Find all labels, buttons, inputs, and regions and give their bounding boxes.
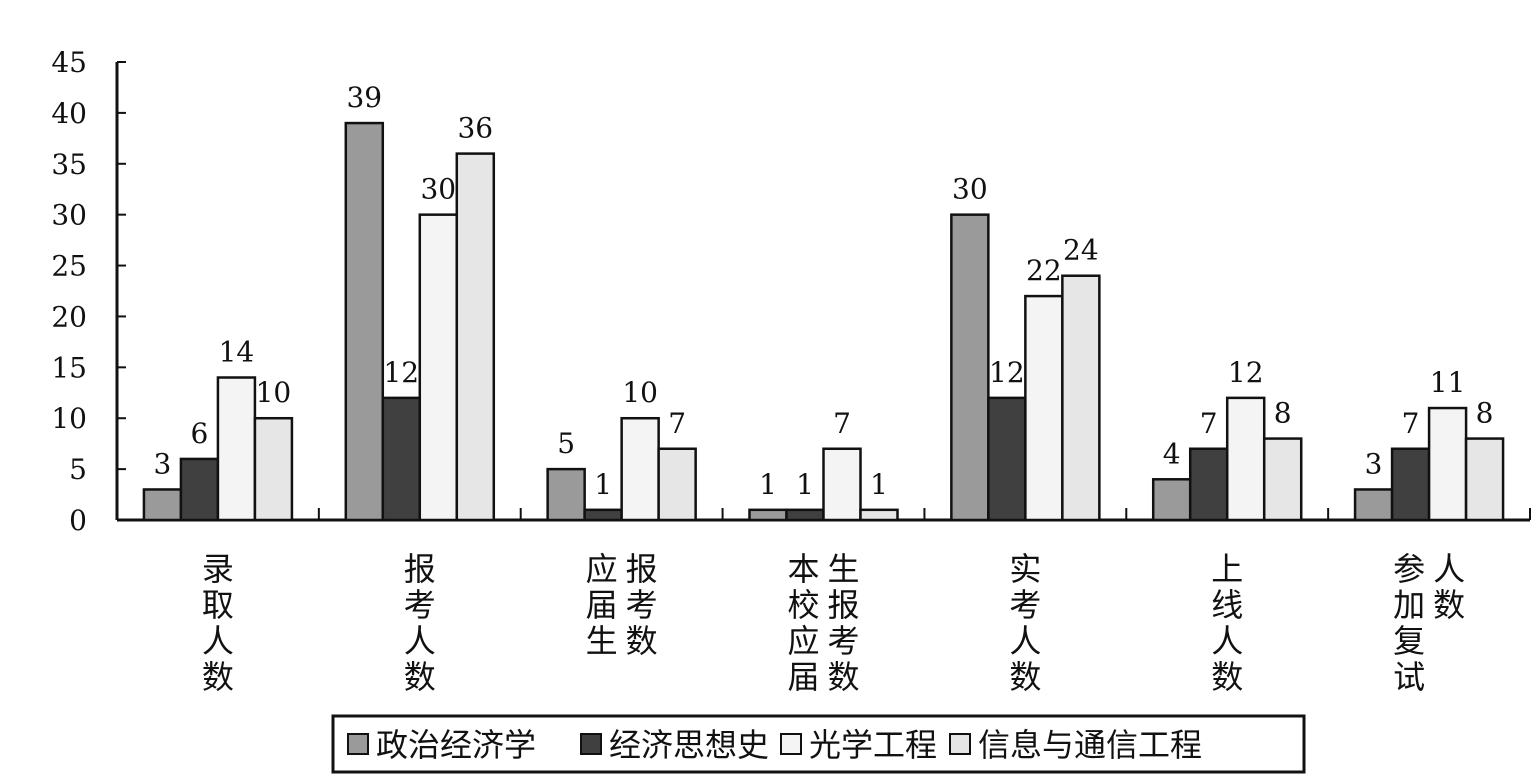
legend-label: 光学工程 bbox=[809, 726, 937, 764]
data-label: 14 bbox=[219, 336, 255, 369]
bar bbox=[253, 416, 294, 522]
category-label-text: 参加复试 bbox=[1393, 550, 1425, 696]
bar bbox=[418, 213, 459, 522]
category-label-text: 人数 bbox=[1433, 550, 1465, 624]
data-label: 39 bbox=[346, 81, 382, 114]
data-label: 6 bbox=[191, 417, 209, 450]
data-label: 7 bbox=[1402, 407, 1420, 440]
bar bbox=[1024, 294, 1064, 522]
legend-label: 信息与通信工程 bbox=[978, 726, 1202, 764]
data-label: 22 bbox=[1026, 254, 1062, 287]
data-label: 4 bbox=[1163, 437, 1181, 470]
bar bbox=[950, 213, 990, 522]
category-label-text: 实考人数 bbox=[1009, 550, 1041, 696]
y-tick-label: 20 bbox=[51, 300, 87, 333]
y-tick-label: 30 bbox=[51, 199, 87, 232]
data-label: 30 bbox=[420, 173, 456, 206]
category-label-text: 录取人数 bbox=[202, 550, 234, 696]
y-tick-label: 25 bbox=[51, 250, 87, 283]
category-label: 报考人数 bbox=[404, 550, 436, 696]
bar bbox=[859, 508, 899, 522]
bar bbox=[381, 396, 422, 522]
bar bbox=[657, 447, 697, 522]
data-label: 7 bbox=[833, 407, 851, 440]
data-label: 11 bbox=[1430, 366, 1466, 399]
bar bbox=[1151, 478, 1192, 522]
data-label: 3 bbox=[1365, 447, 1383, 480]
bar bbox=[1262, 437, 1303, 522]
bar bbox=[1188, 447, 1229, 522]
y-tick-label: 45 bbox=[51, 46, 87, 79]
bar bbox=[822, 447, 862, 522]
data-label: 36 bbox=[457, 112, 493, 145]
data-label: 12 bbox=[383, 356, 419, 389]
category-label-text: 报考数 bbox=[626, 550, 658, 660]
bar bbox=[1390, 447, 1431, 522]
bar bbox=[748, 508, 788, 522]
bar bbox=[620, 416, 660, 522]
y-tick-label: 40 bbox=[51, 97, 87, 130]
legend-box bbox=[331, 714, 1306, 774]
legend-swatch bbox=[580, 733, 602, 755]
bar bbox=[546, 467, 586, 522]
data-label: 7 bbox=[668, 407, 686, 440]
data-label: 1 bbox=[759, 468, 777, 501]
bar bbox=[1427, 406, 1468, 522]
category-label-text: 上线人数 bbox=[1211, 550, 1243, 696]
data-label: 24 bbox=[1063, 234, 1099, 267]
bar bbox=[785, 508, 825, 522]
y-tick-label: 15 bbox=[51, 351, 87, 384]
bar bbox=[987, 396, 1027, 522]
bar bbox=[216, 376, 257, 522]
bar bbox=[142, 488, 183, 522]
legend-swatch bbox=[949, 733, 971, 755]
category-label: 实考人数 bbox=[1009, 550, 1041, 696]
legend-label: 政治经济学 bbox=[376, 726, 536, 764]
data-label: 1 bbox=[796, 468, 814, 501]
y-tick-label: 0 bbox=[69, 504, 87, 537]
data-label: 7 bbox=[1200, 407, 1218, 440]
data-label: 3 bbox=[154, 447, 172, 480]
legend-swatch bbox=[347, 733, 369, 755]
bar bbox=[344, 121, 385, 522]
data-label: 10 bbox=[622, 376, 658, 409]
data-label: 12 bbox=[989, 356, 1025, 389]
data-label: 5 bbox=[557, 427, 575, 460]
category-label-text: 报考人数 bbox=[404, 550, 436, 696]
category-label: 录取人数 bbox=[202, 550, 234, 696]
y-tick-label: 35 bbox=[51, 148, 87, 181]
legend: 政治经济学 经济思想史 光学工程 信息与通信工程 bbox=[331, 714, 1306, 774]
bar bbox=[1225, 396, 1266, 522]
data-label: 12 bbox=[1228, 356, 1264, 389]
data-label: 1 bbox=[594, 468, 612, 501]
y-tick-label: 5 bbox=[69, 453, 87, 486]
bar bbox=[583, 508, 623, 522]
data-label: 8 bbox=[1476, 397, 1494, 430]
legend-swatch bbox=[780, 733, 802, 755]
bar bbox=[1353, 488, 1394, 522]
data-label: 30 bbox=[952, 173, 988, 206]
bar bbox=[1464, 437, 1505, 522]
data-label: 1 bbox=[870, 468, 888, 501]
data-label: 8 bbox=[1274, 397, 1292, 430]
bar bbox=[455, 152, 496, 522]
category-label: 上线人数 bbox=[1211, 550, 1243, 696]
legend-label: 经济思想史 bbox=[609, 726, 769, 764]
data-label: 10 bbox=[256, 376, 292, 409]
category-label-text: 应届生 bbox=[586, 550, 618, 660]
bar bbox=[179, 457, 220, 522]
y-tick-label: 10 bbox=[51, 402, 87, 435]
category-label-text: 生报考数 bbox=[827, 550, 859, 696]
bar bbox=[1061, 274, 1101, 522]
category-label-text: 本校应届 bbox=[787, 550, 819, 696]
